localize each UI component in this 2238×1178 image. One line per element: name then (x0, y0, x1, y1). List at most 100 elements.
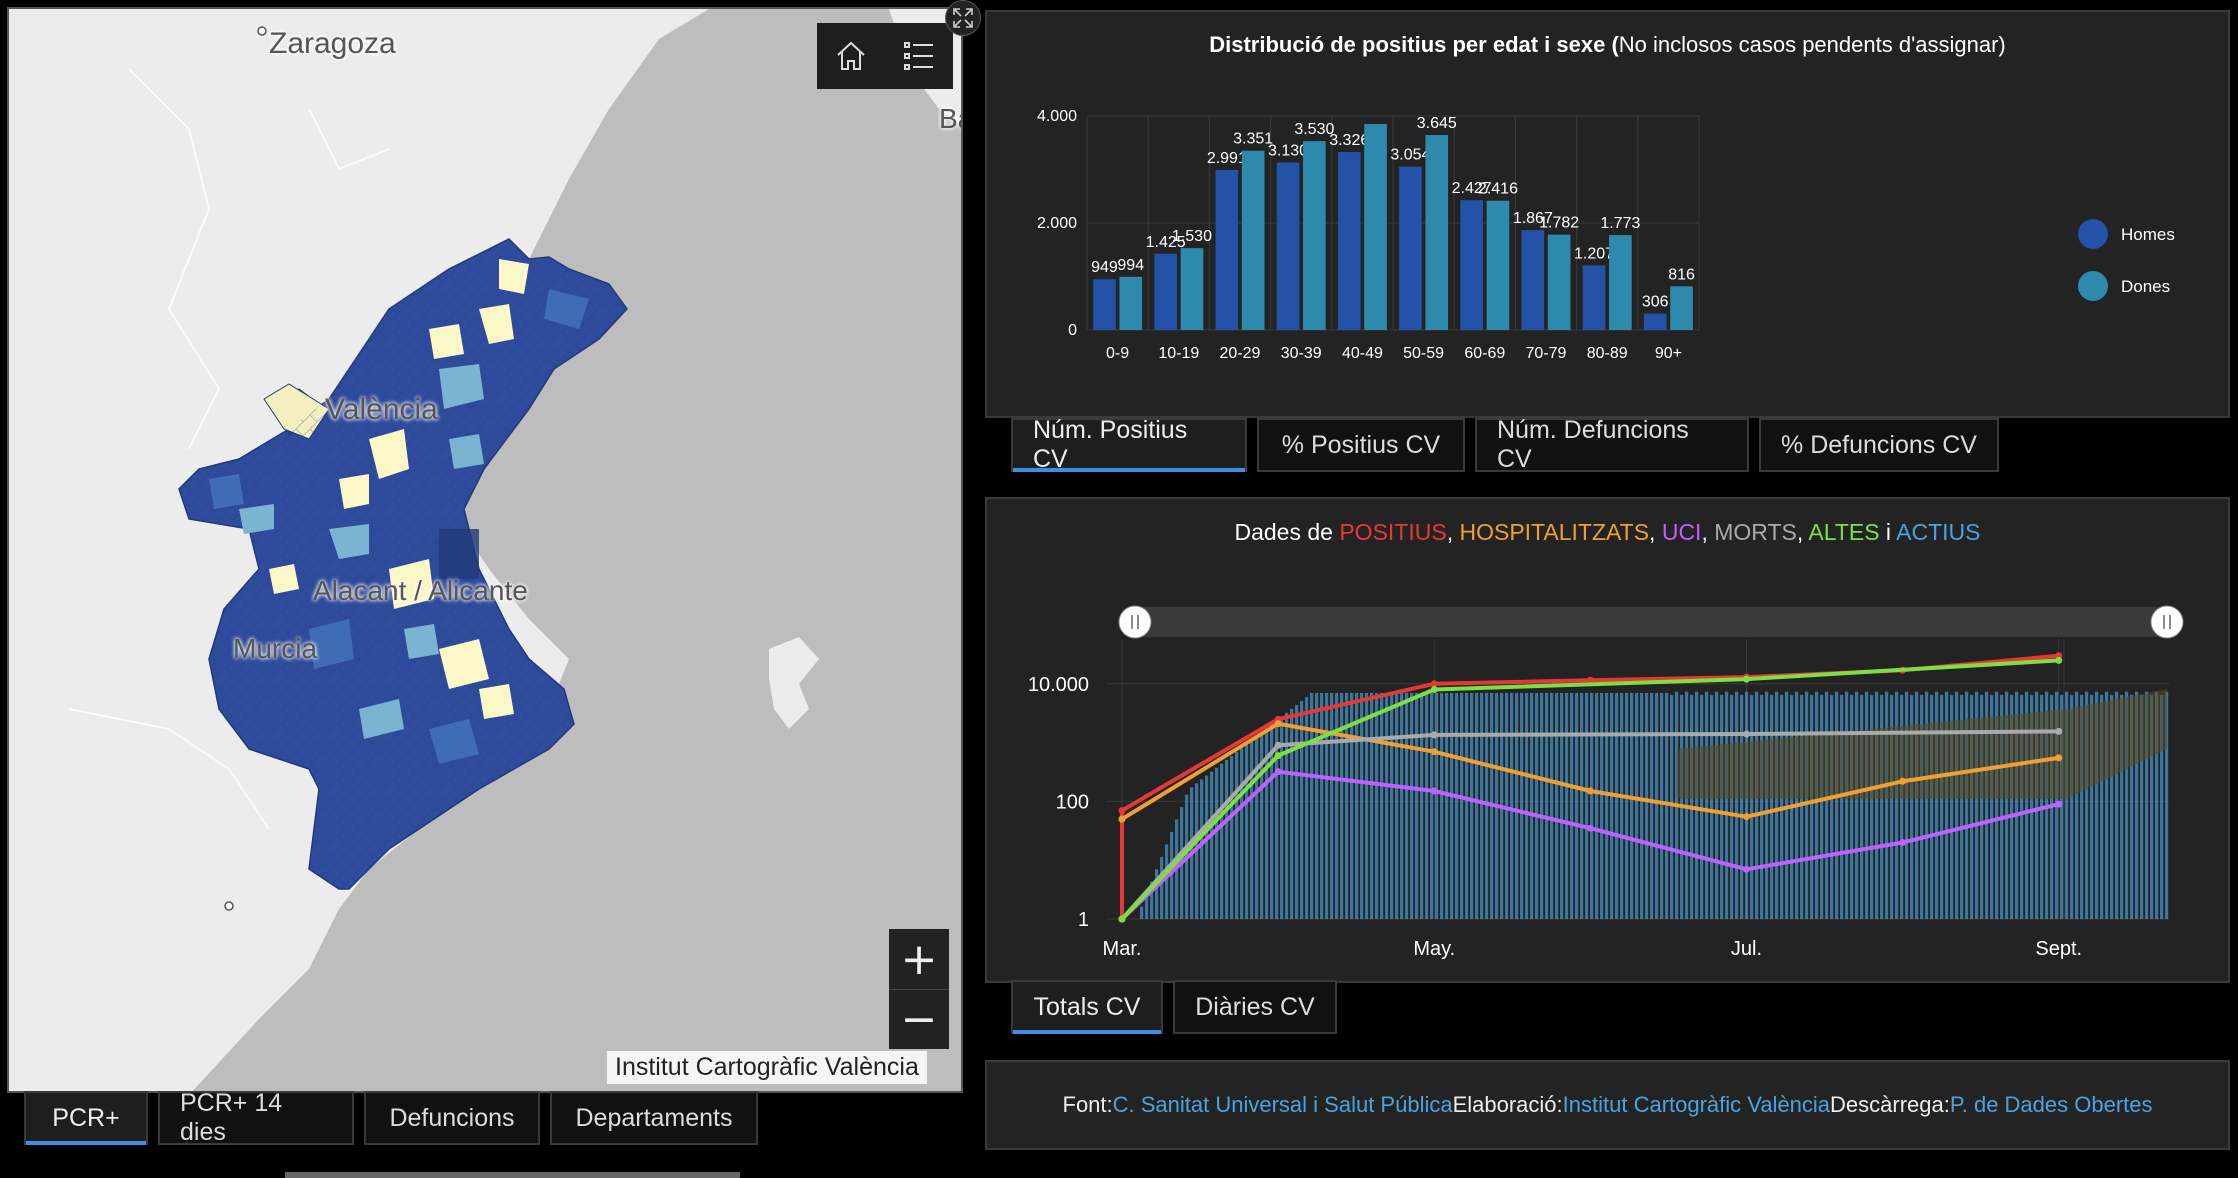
balearic-island (769, 637, 819, 729)
series-point-uci (2055, 800, 2063, 808)
line-title-part: POSITIUS (1339, 519, 1447, 545)
zoom-out-button[interactable]: − (889, 989, 949, 1049)
actius-bar (2115, 691, 2119, 919)
actius-bar (2080, 694, 2084, 919)
list-icon (904, 42, 933, 70)
bar-value-label: 2.991 (1207, 150, 1247, 167)
bar-x-tick-label: 80-89 (1587, 345, 1628, 362)
legend-swatch-homes (2078, 219, 2108, 249)
actius-bar (1615, 692, 1619, 919)
actius-bar (2030, 694, 2034, 919)
actius-bar (1390, 692, 1394, 919)
actius-bar (2130, 694, 2134, 919)
actius-bar (2010, 694, 2014, 919)
actius-bar (2095, 691, 2099, 919)
map-canvas[interactable] (9, 9, 963, 1093)
bar-homes (1460, 200, 1483, 330)
tab-defuncions[interactable]: Defuncions (364, 1091, 540, 1145)
bar-x-tick-label: 90+ (1655, 345, 1682, 362)
actius-bar (1970, 694, 1974, 919)
actius-bar (1785, 691, 1789, 919)
bar-dones (1425, 134, 1449, 330)
tab-pcr[interactable]: PCR+ (24, 1091, 148, 1145)
actius-bar (1735, 691, 1739, 919)
actius-bar (1250, 740, 1254, 919)
actius-bar (1515, 692, 1519, 919)
bar-chart-tabbar: Núm. Positius CV % Positius CV Núm. Defu… (1011, 416, 1999, 473)
actius-bar (2085, 691, 2089, 919)
actius-bar (1275, 720, 1279, 919)
actius-bar (1940, 694, 1944, 919)
actius-bar (1905, 691, 1909, 919)
line-y-tick-label: 100 (1056, 791, 1089, 813)
tab-pct-defuncions-cv[interactable]: % Defuncions CV (1759, 418, 1999, 472)
actius-bar (2070, 694, 2074, 919)
series-point-positius (1586, 676, 1594, 684)
series-point-altes (2055, 656, 2063, 664)
page-scrollbar[interactable] (285, 1172, 740, 1178)
series-point-uci (1899, 838, 1907, 846)
home-button[interactable] (817, 23, 885, 89)
actius-bar (1650, 692, 1654, 919)
zoom-in-button[interactable]: + (900, 933, 938, 985)
series-point-hospitalitzats (1899, 777, 1907, 785)
range-slider-handle-left[interactable] (1118, 605, 1152, 639)
tab-departaments[interactable]: Departaments (550, 1091, 758, 1145)
tab-pcr-14-dies[interactable]: PCR+ 14 dies (158, 1089, 354, 1146)
bar-chart-title-normal: No inclosos casos pendents d'assignar) (1618, 32, 2006, 57)
line-title-part: , (1796, 519, 1809, 545)
range-slider-track (1135, 607, 2160, 637)
actius-bar (1210, 771, 1214, 919)
source-desc-link[interactable]: P. de Dades Obertes (1949, 1092, 2153, 1117)
actius-bar (1860, 694, 1864, 919)
actius-bar (1345, 692, 1349, 919)
actius-bar (1290, 708, 1294, 919)
actius-bar (1995, 691, 1999, 919)
bar-x-tick-label: 50-59 (1403, 345, 1444, 362)
actius-bar (1985, 691, 1989, 919)
actius-bar (1240, 748, 1244, 919)
actius-bar (2160, 694, 2164, 919)
actius-bar (1510, 692, 1514, 919)
actius-bar (1505, 692, 1509, 919)
tab-num-positius-cv[interactable]: Núm. Positius CV (1011, 416, 1247, 473)
actius-bar (1285, 712, 1289, 919)
age-sex-chart-panel: Distribució de positius per edat i sexe … (985, 10, 2230, 418)
bar-value-label: 1.530 (1172, 228, 1212, 245)
bar-value-label: 949 (1091, 259, 1118, 276)
actius-bar (1260, 732, 1264, 919)
actius-bar (1315, 692, 1319, 919)
label-ba: Ba (939, 103, 961, 134)
actius-bar (1230, 755, 1234, 919)
actius-bar (1570, 692, 1574, 919)
tab-pct-positius-cv[interactable]: % Positius CV (1257, 418, 1465, 472)
expand-button[interactable] (945, 0, 981, 36)
tab-totals-cv[interactable]: Totals CV (1011, 980, 1163, 1034)
bar-dones (1364, 124, 1387, 331)
actius-bar (1215, 767, 1219, 919)
range-slider-handle-right[interactable] (2150, 605, 2184, 639)
actius-bar (1930, 694, 1934, 919)
source-elab-link[interactable]: Institut Cartogràfic València (1562, 1092, 1831, 1117)
bar-value-label: 994 (1117, 257, 1144, 274)
actius-bar (1400, 692, 1404, 919)
actius-bar (1870, 694, 1874, 919)
legend-list-button[interactable] (885, 23, 953, 89)
actius-bar (2125, 691, 2129, 919)
source-font-link[interactable]: C. Sanitat Universal i Salut Pública (1112, 1092, 1453, 1117)
actius-bar (1465, 692, 1469, 919)
actius-bar (1590, 692, 1594, 919)
tab-diaries-cv[interactable]: Diàries CV (1173, 980, 1337, 1034)
actius-bar (1435, 692, 1439, 919)
map-view[interactable]: Zaragoza Ba València Alacant / Alicante … (7, 7, 963, 1093)
bar-value-label: 3.326 (1329, 132, 1369, 149)
actius-bar (1760, 694, 1764, 919)
actius-bar (1935, 691, 1939, 919)
actius-bar (1645, 692, 1649, 919)
tab-num-defuncions-cv[interactable]: Núm. Defuncions CV (1475, 416, 1749, 473)
actius-bar (1445, 692, 1449, 919)
bar-x-tick-label: 30-39 (1281, 345, 1322, 362)
actius-bar (1160, 856, 1164, 919)
actius-bar (2065, 691, 2069, 919)
